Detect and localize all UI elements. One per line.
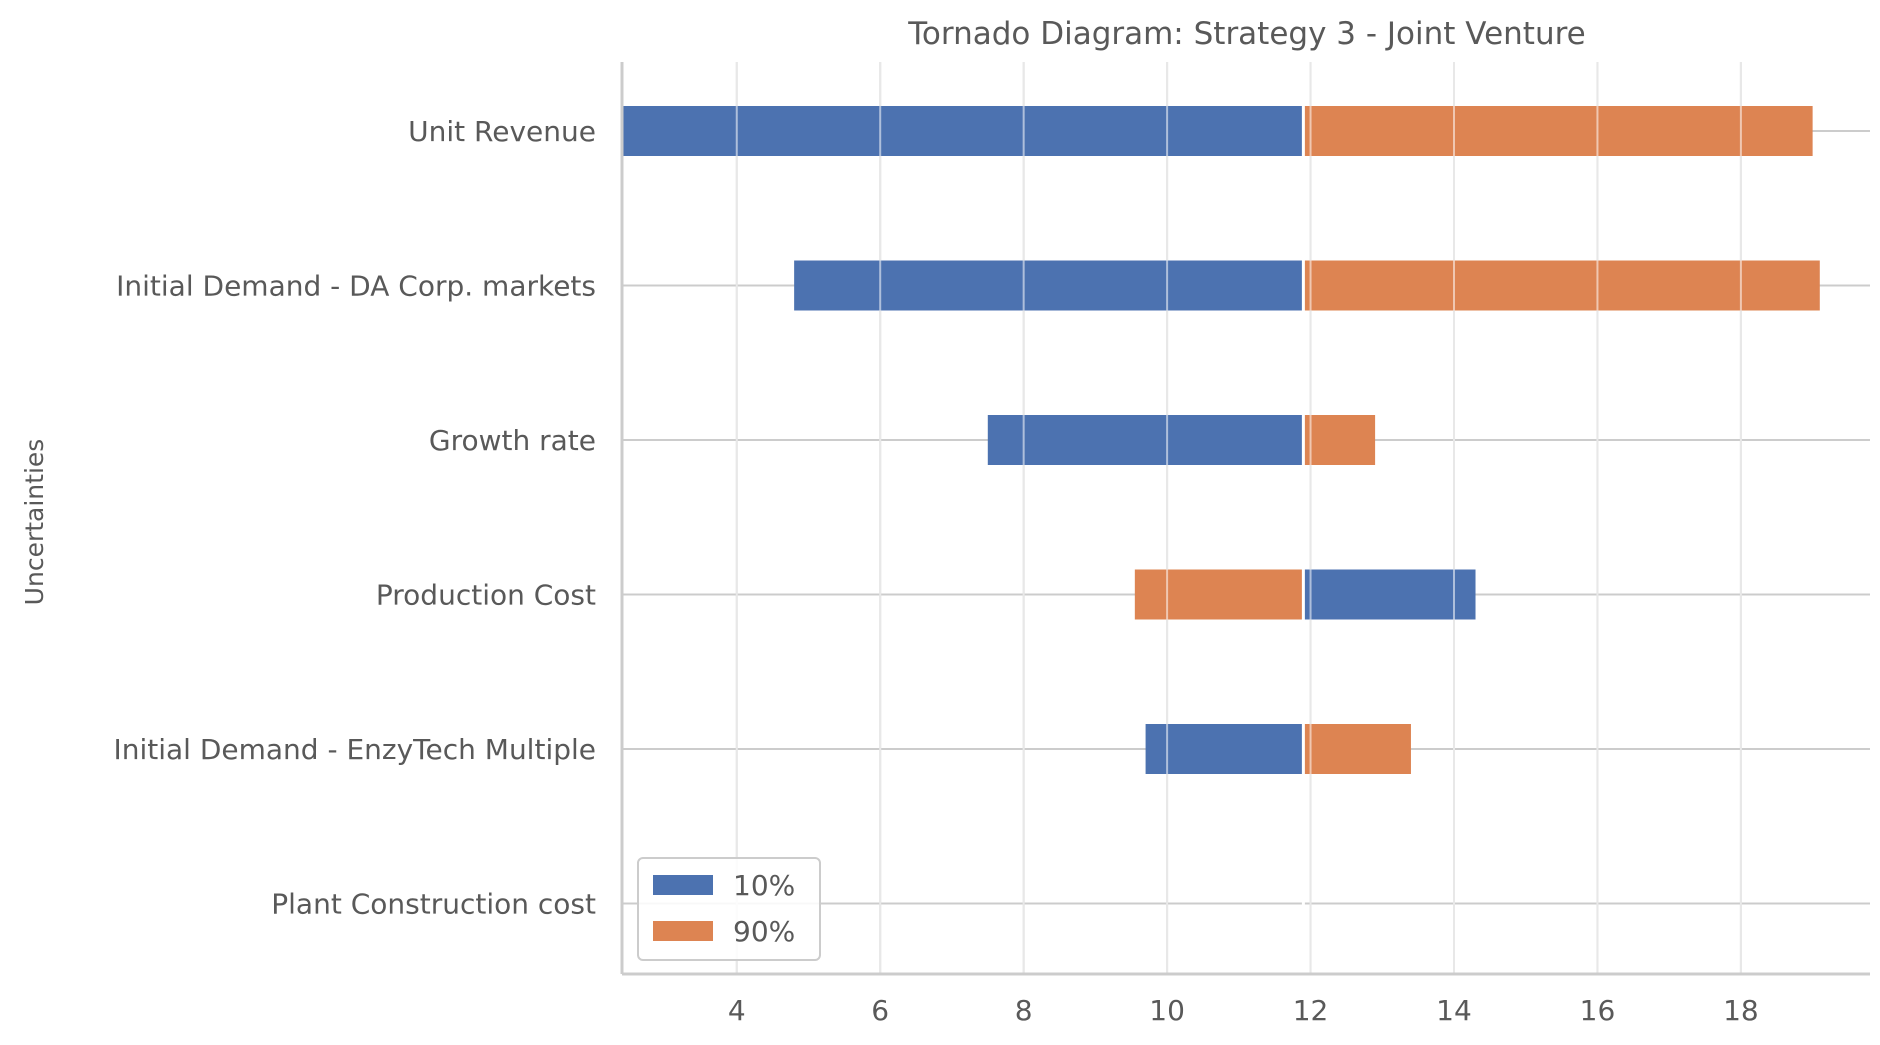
x-tick-label-1: 6 xyxy=(871,994,889,1027)
y-tick-label-1: Initial Demand - DA Corp. markets xyxy=(116,270,596,303)
chart-title: Tornado Diagram: Strategy 3 - Joint Vent… xyxy=(907,16,1586,52)
bar-low-4 xyxy=(1145,724,1304,774)
y-tick-label-2: Growth rate xyxy=(429,424,596,457)
bar-low-2 xyxy=(987,415,1304,465)
x-tick-label-7: 18 xyxy=(1723,994,1759,1027)
legend-label-1: 90% xyxy=(733,915,795,948)
bar-high-2 xyxy=(1303,415,1376,465)
legend-swatch-1 xyxy=(653,921,713,941)
grid-lines xyxy=(622,62,1870,974)
bar-high-3 xyxy=(1134,569,1304,620)
bar-low-1 xyxy=(794,260,1304,311)
bar-low-3 xyxy=(1303,569,1476,620)
x-tick-label-6: 16 xyxy=(1580,994,1616,1027)
y-tick-label-4: Initial Demand - EnzyTech Multiple xyxy=(113,733,596,766)
bar-high-4 xyxy=(1303,724,1411,774)
legend-label-0: 10% xyxy=(733,869,795,902)
x-tick-label-2: 8 xyxy=(1015,994,1033,1027)
bars xyxy=(622,62,1820,974)
bar-high-1 xyxy=(1303,260,1820,311)
bar-high-0 xyxy=(1303,106,1813,156)
legend: 10%90% xyxy=(637,857,821,961)
x-tick-label-5: 14 xyxy=(1436,994,1472,1027)
y-tick-label-3: Production Cost xyxy=(376,579,596,612)
tick-labels: Unit Revenue Initial Demand - DA Corp. ma… xyxy=(113,115,1758,1027)
legend-swatch-0 xyxy=(653,875,713,895)
bar-low-0 xyxy=(622,106,1304,156)
x-tick-label-0: 4 xyxy=(728,994,746,1027)
y-axis-label: Uncertainties xyxy=(20,439,49,606)
x-tick-label-3: 10 xyxy=(1149,994,1185,1027)
y-tick-label-5: Plant Construction cost xyxy=(271,888,596,921)
y-tick-label-0: Unit Revenue xyxy=(408,115,596,148)
axes xyxy=(620,62,1870,976)
x-tick-label-4: 12 xyxy=(1293,994,1329,1027)
